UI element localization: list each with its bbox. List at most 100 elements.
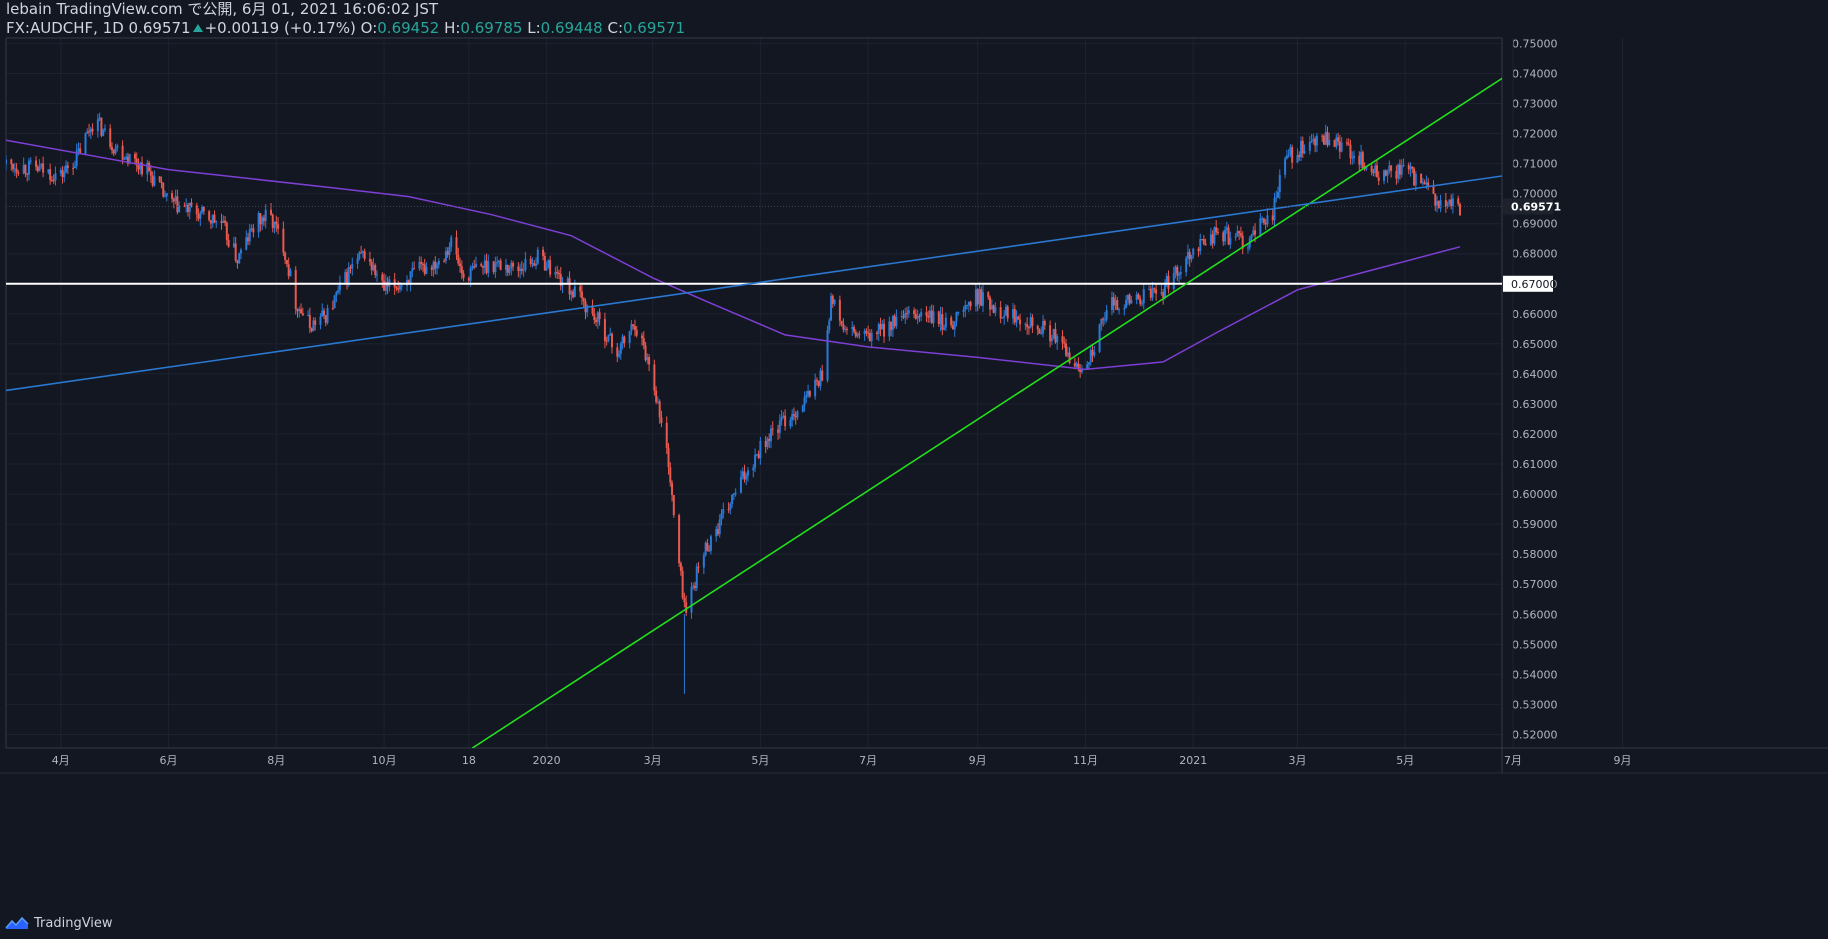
candle-down <box>1345 142 1348 144</box>
candle-down <box>1291 147 1294 163</box>
candle-up <box>1004 306 1007 316</box>
candle-up <box>1087 362 1090 365</box>
candle-down <box>879 324 882 330</box>
candle-up <box>1252 230 1255 235</box>
candle-down <box>1116 300 1119 310</box>
candle-up <box>98 117 101 120</box>
candle-down <box>296 308 299 312</box>
candle-up <box>38 166 41 172</box>
price-tick-label: 0.72000 <box>1512 128 1558 141</box>
candle-up <box>833 299 836 304</box>
candle-down <box>685 602 688 613</box>
high-label: H: <box>444 19 461 37</box>
price-tick-label: 0.53000 <box>1512 698 1558 711</box>
candle-up <box>319 316 322 325</box>
support-price-label: 0.67000 <box>1511 278 1557 291</box>
candle-up <box>1160 292 1163 294</box>
candle-up <box>1179 272 1182 274</box>
candle-down <box>1375 165 1378 178</box>
symbol-label[interactable]: FX:AUDCHF, 1D <box>6 19 124 37</box>
candle-down <box>671 482 674 496</box>
candle-down <box>209 220 212 224</box>
high-value: 0.69785 <box>460 19 523 37</box>
candle-down <box>35 160 38 167</box>
candle-up <box>153 176 156 186</box>
candle-down <box>902 315 905 318</box>
candle-up <box>1225 227 1228 230</box>
candle-up <box>796 411 799 418</box>
candle-up <box>1140 303 1143 305</box>
support-price-label-bg <box>1503 275 1553 292</box>
candle-up <box>40 163 43 167</box>
candle-up <box>656 401 659 403</box>
candle-up <box>376 274 379 276</box>
candle-down <box>220 221 223 223</box>
candle-up <box>116 145 119 149</box>
candle-down <box>653 364 656 391</box>
candle-down <box>1013 308 1016 323</box>
candle-up <box>1386 170 1389 176</box>
candle-down <box>1262 218 1265 223</box>
candle-up <box>504 264 507 270</box>
candle-down <box>989 297 992 310</box>
candle-up <box>289 270 292 277</box>
candle-up <box>522 270 525 272</box>
candle-up <box>692 585 695 588</box>
candle-down <box>632 324 635 327</box>
candle-down <box>15 168 18 173</box>
candle-down <box>648 357 651 365</box>
candle-down <box>252 228 255 233</box>
candle-down <box>1068 352 1071 363</box>
candle-up <box>185 204 188 207</box>
price-change: +0.00119 (+0.17%) <box>204 19 356 37</box>
candle-down <box>660 417 663 423</box>
candle-up <box>531 263 534 265</box>
candle-up <box>916 316 919 319</box>
candle-down <box>1162 292 1165 298</box>
candle-down <box>282 228 285 253</box>
candle-down <box>655 390 658 402</box>
candle-down <box>777 429 780 433</box>
candle-up <box>964 305 967 310</box>
candle-up <box>1383 170 1386 181</box>
candle-up <box>754 454 757 468</box>
candle-down <box>1077 363 1080 370</box>
price-tick-label: 0.54000 <box>1512 668 1558 681</box>
candle-down <box>1238 231 1241 234</box>
candle-up <box>870 332 873 342</box>
candle-down <box>794 415 797 418</box>
plot-area <box>6 77 1502 748</box>
candle-up <box>261 217 264 225</box>
candle-up <box>77 148 80 151</box>
candle-up <box>1374 165 1377 174</box>
candle-up <box>238 253 241 264</box>
candle-up <box>139 162 142 170</box>
candle-up <box>943 327 946 330</box>
candle-up <box>1165 275 1168 283</box>
candle-up <box>1148 289 1151 291</box>
candle-up <box>791 414 794 420</box>
candle-down <box>706 542 709 551</box>
candle-up <box>178 205 181 213</box>
close-value: 0.69571 <box>623 19 686 37</box>
candle-down <box>556 271 559 273</box>
candle-up <box>718 519 721 535</box>
candle-up <box>146 162 149 175</box>
candle-down <box>413 268 416 270</box>
candle-down <box>1197 248 1200 252</box>
candle-down <box>635 329 638 336</box>
candle-down <box>506 264 509 273</box>
price-tick-label: 0.68000 <box>1512 248 1558 261</box>
candle-down <box>1167 275 1170 290</box>
candle-up <box>747 470 750 476</box>
candle-up <box>1284 158 1287 175</box>
candle-up <box>1172 273 1175 290</box>
candle-down <box>1063 342 1066 344</box>
candle-down <box>208 211 211 221</box>
candle-up <box>257 213 260 233</box>
footer-brand[interactable]: TradingView <box>4 915 113 931</box>
candle-up <box>828 320 831 331</box>
candle-up <box>27 160 30 175</box>
candle-down <box>1349 144 1352 159</box>
